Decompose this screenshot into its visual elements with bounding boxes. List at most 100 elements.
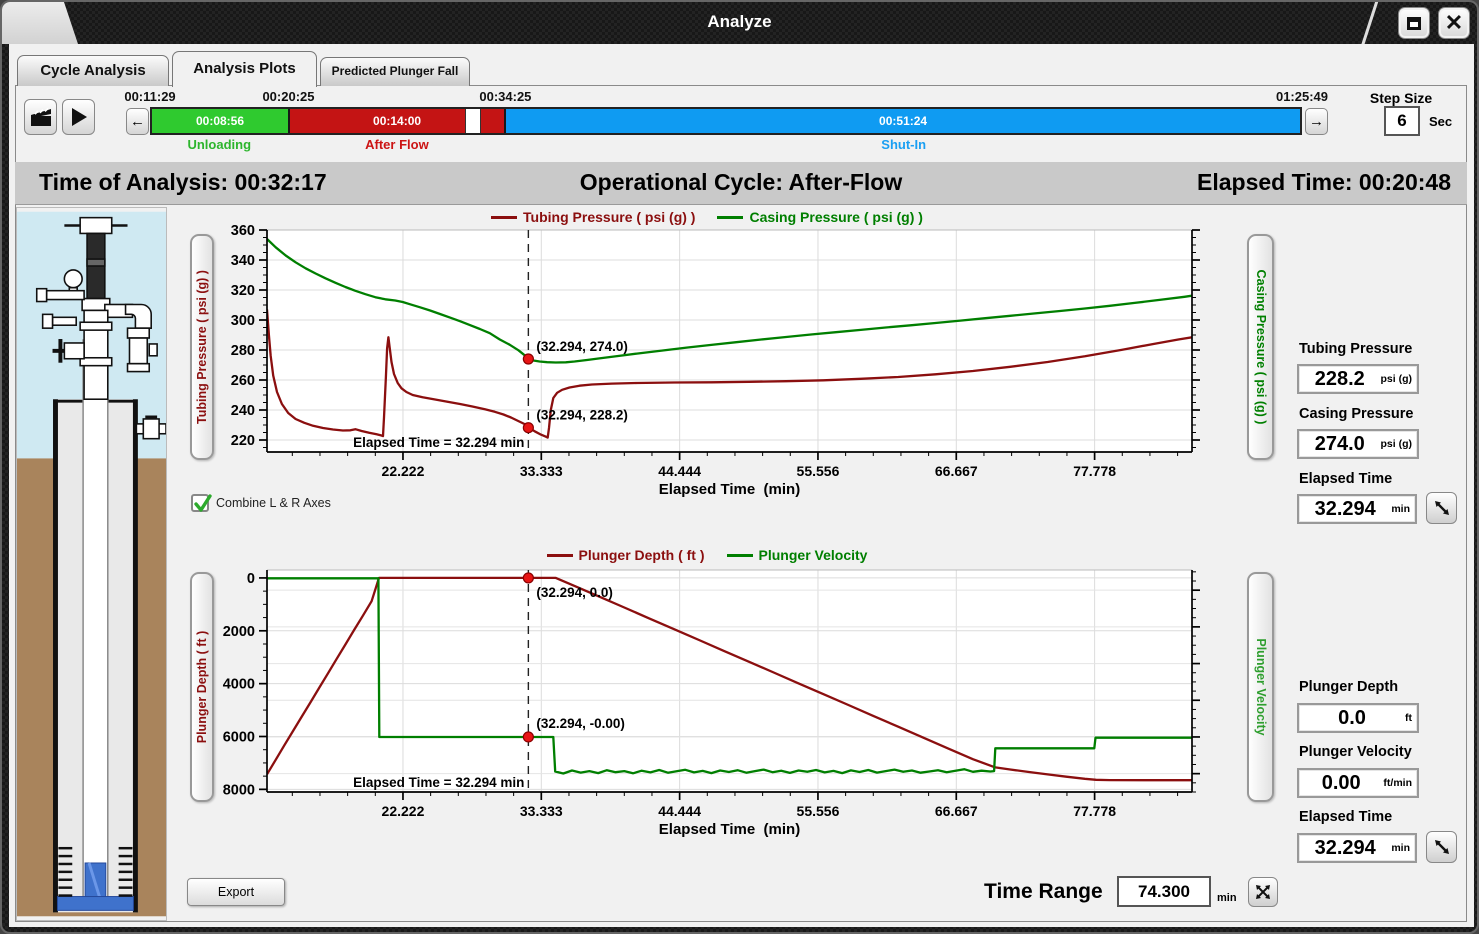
svg-text:66.667: 66.667 [935,463,978,479]
elapsed-time-adjust-button-bottom[interactable] [1426,831,1457,863]
svg-text:Elapsed Time (min): Elapsed Time (min) [659,481,800,497]
legend-line-swatch [717,215,744,219]
legend-line-swatch [491,215,518,219]
plunger-velocity-unit: ft/min [1383,777,1412,789]
plunger-chart[interactable]: 22.222 33.333 44.444 55.556 66.667 77.778 Elap… [212,565,1202,837]
movie-button[interactable] [24,99,57,135]
window-title: Analyze [707,12,772,31]
play-icon [71,108,87,126]
plunger-velocity-readout-label: Plunger Velocity [1299,744,1412,760]
step-size-input[interactable]: 6 [1384,106,1420,136]
legend-label: Plunger Velocity [758,547,868,563]
timeline-cursor[interactable] [465,109,481,133]
arrow-right-icon: → [1309,113,1324,130]
svg-text:2000: 2000 [223,624,255,640]
timeline-step-forward-button[interactable]: → [1305,108,1328,135]
plunger-velocity-value: 0.00 [1321,771,1361,794]
timeline-bar[interactable]: 00:08:56 00:14:00 00:51:24 [150,107,1302,135]
elapsed-time-readout-bottom: 32.294 min [1297,833,1417,863]
timeline-segment-shut-in[interactable]: 00:51:24 [506,109,1300,133]
svg-text:(32.294, 228.2): (32.294, 228.2) [536,408,628,423]
casing-pressure-axis-rail[interactable]: Casing Pressure ( psi (g) ) [1247,234,1274,460]
export-button[interactable]: Export [187,878,285,906]
step-size-unit: Sec [1429,114,1453,129]
plunger-depth-axis-label: Plunger Depth ( ft ) [195,630,209,744]
svg-text:340: 340 [231,253,255,269]
timeline-boundary-time: 01:25:49 [1275,89,1329,104]
timeline-step-back-button[interactable]: ← [126,108,149,135]
timeline-phase-label: Unloading [187,137,252,152]
plunger-depth-readout-label: Plunger Depth [1299,679,1399,695]
tab-predicted-plunger-fall[interactable]: Predicted Plunger Fall [320,57,470,86]
svg-text:33.333: 33.333 [520,803,563,819]
svg-text:Elapsed Time (min): Elapsed Time (min) [659,821,800,837]
checkbox-box [191,494,212,512]
svg-text:8000: 8000 [223,782,255,798]
svg-text:Elapsed Time = 32.294 min: Elapsed Time = 32.294 min [353,435,524,450]
plunger-velocity-readout: 0.00 ft/min [1297,768,1419,798]
timeline-boundary-time: 00:11:29 [124,89,176,104]
legend-label: Tubing Pressure ( psi (g) ) [523,209,696,225]
tubing-pressure-value: 228.2 [1314,367,1365,390]
legend-label: Plunger Depth ( ft ) [578,547,705,563]
plunger-velocity-axis-rail[interactable]: Plunger Velocity [1247,572,1274,802]
svg-text:77.778: 77.778 [1073,803,1116,819]
elapsed-time-readout-label-top: Elapsed Time [1299,471,1393,487]
wellbore-schematic [16,207,167,921]
casing-pressure-value: 274.0 [1314,432,1365,455]
combine-axes-checkbox[interactable]: Combine L & R Axes [191,494,331,512]
casing-pressure-axis-label: Casing Pressure ( psi (g) ) [1253,269,1268,425]
pressure-chart[interactable]: 22.222 33.333 44.444 55.556 66.667 77.778 Elap… [212,225,1202,497]
svg-text:(32.294, -0.00): (32.294, -0.00) [536,716,625,731]
casing-pressure-readout-label: Casing Pressure [1299,406,1414,422]
svg-text:44.444: 44.444 [658,803,701,819]
tab-cycle-analysis[interactable]: Cycle Analysis [17,55,169,86]
elapsed-time-readout-top: 32.294 min [1297,494,1417,524]
svg-text:300: 300 [231,313,255,329]
legend-label: Casing Pressure ( psi (g) ) [749,209,923,225]
close-button[interactable]: ✕ [1438,7,1470,39]
diagonal-arrow-icon [1434,501,1449,515]
svg-text:320: 320 [231,283,255,299]
svg-text:Elapsed Time = 32.294 min: Elapsed Time = 32.294 min [353,775,524,790]
legend-item: Plunger Velocity [726,547,868,563]
plunger-depth-unit: ft [1405,712,1412,724]
timeline-phase-label: After Flow [365,137,429,152]
svg-text:22.222: 22.222 [382,463,425,479]
svg-text:4000: 4000 [223,677,255,693]
svg-text:220: 220 [231,433,255,449]
title-bar: Analyze ✕ [2,2,1477,50]
plunger-depth-axis-rail[interactable]: Plunger Depth ( ft ) [190,572,214,802]
elapsed-time-adjust-button-top[interactable] [1426,492,1457,524]
elapsed-time-unit-bottom: min [1391,842,1410,854]
diagonal-arrow-icon [1434,840,1449,854]
expand-time-range-button[interactable] [1248,877,1278,907]
svg-text:55.556: 55.556 [797,803,840,819]
svg-text:33.333: 33.333 [520,463,563,479]
checkmark-icon [194,494,212,512]
elapsed-time-value-top: 32.294 [1314,497,1376,520]
svg-text:(32.294, 274.0): (32.294, 274.0) [536,339,628,354]
svg-text:(32.294, 0.0): (32.294, 0.0) [536,585,613,600]
svg-text:6000: 6000 [223,730,255,746]
legend-line-swatch [726,553,753,557]
svg-text:360: 360 [231,225,255,239]
time-range-input[interactable]: 74.300 [1117,876,1211,907]
legend-item: Plunger Depth ( ft ) [546,547,705,563]
tubing-pressure-unit: psi (g) [1380,373,1413,385]
elapsed-time-status: Elapsed Time: 00:20:48 [1197,169,1451,195]
elapsed-time-unit-top: min [1391,503,1410,515]
svg-text:280: 280 [231,343,255,359]
svg-text:240: 240 [231,403,255,419]
timeline-segment-unloading[interactable]: 00:08:56 [152,109,290,133]
svg-text:77.778: 77.778 [1073,463,1116,479]
play-button[interactable] [62,99,95,135]
time-range-label: Time Range [984,880,1103,903]
tubing-pressure-readout-label: Tubing Pressure [1299,341,1413,357]
tubing-pressure-axis-rail[interactable]: Tubing Pressure ( psi (g) ) [190,234,214,460]
main-panel: Cycle Analysis Analysis Plots Predicted … [9,44,1474,927]
svg-text:0: 0 [247,571,255,587]
tab-analysis-plots[interactable]: Analysis Plots [172,51,317,87]
time-of-analysis: Time of Analysis: 00:32:17 [39,169,327,195]
maximize-button[interactable] [1398,7,1430,39]
